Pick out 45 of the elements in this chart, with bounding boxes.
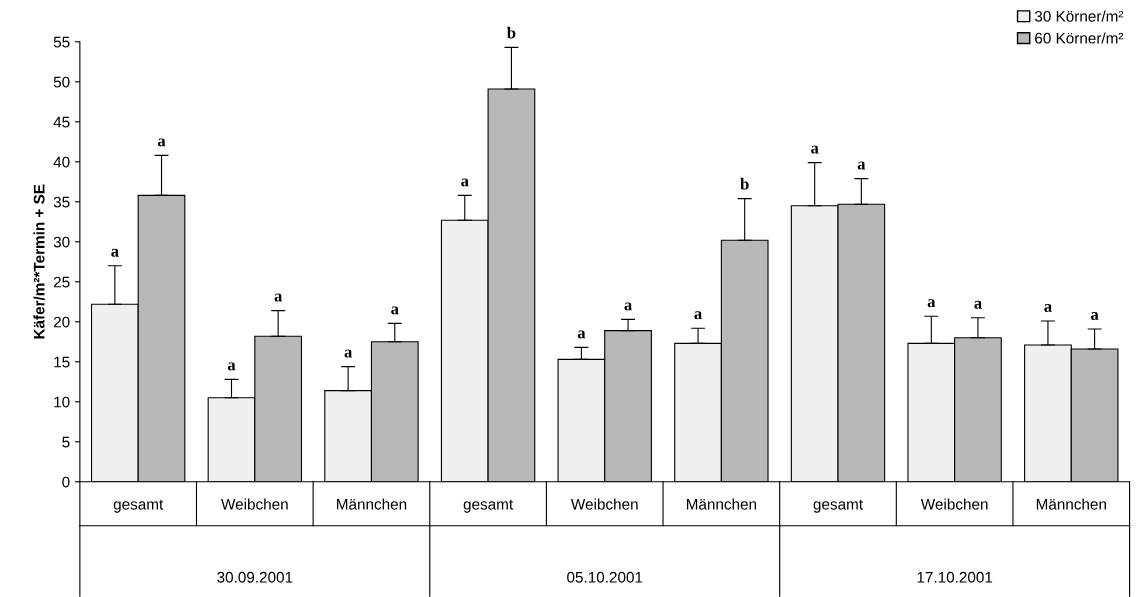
- data-label: a: [111, 248, 119, 257]
- y-tick-label: 20: [53, 316, 70, 328]
- y-tick-label: 35: [53, 196, 70, 208]
- data-label: a: [1090, 312, 1099, 320]
- x-tick-label: Weibchen: [920, 498, 988, 510]
- data-label: a: [227, 362, 236, 371]
- data-label: a: [624, 302, 632, 311]
- legend-label: 30 Körner/m²: [1034, 10, 1124, 22]
- data-label: a: [344, 349, 353, 358]
- data-label: b: [740, 177, 749, 190]
- x-tick-label: Weibchen: [570, 498, 638, 510]
- y-tick-label: 50: [53, 76, 70, 88]
- y-tick-label: 25: [53, 276, 70, 288]
- x-tick-label: Männchen: [337, 498, 407, 510]
- x-tick-label: gesamt: [813, 499, 863, 513]
- data-label: a: [927, 299, 936, 308]
- legend-label: 60 Körner/m²: [1035, 32, 1124, 44]
- data-label: a: [811, 145, 819, 154]
- x-tick-label: Männchen: [686, 498, 757, 510]
- y-axis-title: Käfer/m²*Termin + SE: [33, 184, 45, 339]
- y-tick-label: 40: [53, 156, 70, 168]
- y-tick-label: 15: [54, 356, 70, 368]
- data-label: a: [1044, 304, 1052, 312]
- x-tick-label: gesamt: [463, 499, 514, 513]
- data-label: a: [157, 138, 166, 147]
- y-tick-label: 10: [54, 396, 70, 408]
- text: 05.10.2001: [567, 571, 643, 583]
- data-label: a: [391, 306, 399, 315]
- data-label: a: [694, 311, 702, 320]
- data-label: a: [274, 293, 283, 302]
- y-tick-label: 0: [62, 476, 70, 488]
- y-tick-label: 5: [62, 436, 70, 448]
- data-label: a: [577, 330, 586, 339]
- x-tick-label: gesamt: [113, 499, 164, 513]
- data-label: a: [857, 161, 866, 170]
- y-tick-label: 45: [53, 116, 70, 128]
- text: 30.09.2001: [217, 571, 293, 583]
- text: 17.10.2001: [917, 571, 993, 583]
- y-tick-label: 30: [53, 236, 70, 248]
- data-label: a: [974, 300, 982, 309]
- x-tick-label: Männchen: [1036, 498, 1106, 510]
- x-tick-label: Weibchen: [221, 498, 288, 510]
- data-label: b: [507, 26, 516, 39]
- data-label: a: [461, 178, 469, 187]
- y-tick-label: 55: [53, 36, 70, 48]
